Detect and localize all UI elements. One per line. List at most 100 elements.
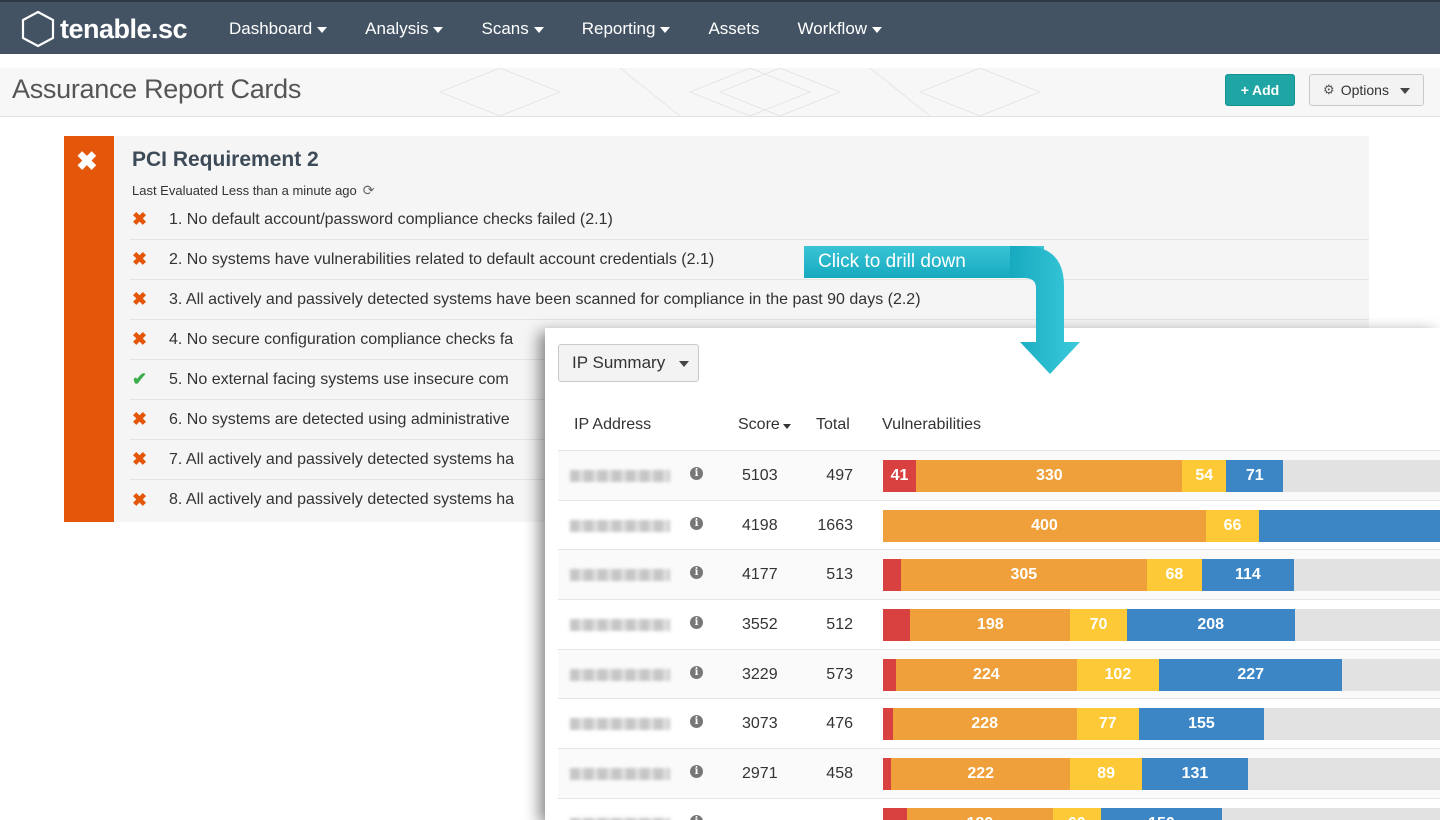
bar-segment-medium[interactable]: 89 — [1070, 758, 1143, 791]
bar-segment-critical[interactable] — [883, 758, 892, 791]
vulnerability-bar[interactable]: 228 77 155 — [883, 708, 1440, 741]
table-row[interactable]: i 2971 458 222 89 131 — [558, 748, 1440, 798]
ip-address-redacted[interactable] — [570, 569, 670, 582]
bar-segment-high[interactable]: 330 — [916, 460, 1183, 492]
bar-segment-medium[interactable]: 68 — [1146, 559, 1202, 592]
total-cell: 513 — [826, 566, 853, 584]
vulnerability-bar[interactable]: 224 102 227 — [883, 658, 1440, 691]
bar-segment-low[interactable]: 208 — [1126, 609, 1295, 642]
info-icon[interactable]: i — [690, 765, 703, 779]
ip-address-redacted[interactable] — [570, 668, 670, 681]
info-icon[interactable]: i — [690, 516, 703, 530]
total-cell: 1663 — [817, 516, 853, 534]
table-row[interactable]: i 3229 573 224 102 227 — [558, 648, 1440, 699]
bar-segment-low[interactable]: 71 — [1226, 460, 1284, 492]
info-icon[interactable]: i — [690, 616, 703, 630]
logo-text: tenable.sc — [60, 13, 188, 44]
ip-address-redacted[interactable] — [570, 619, 670, 632]
ip-address-redacted[interactable] — [570, 718, 670, 731]
add-button[interactable]: + Add — [1225, 74, 1295, 106]
vulnerability-bar[interactable]: 198 70 208 — [883, 609, 1440, 642]
bar-segment-low[interactable]: 114 — [1201, 559, 1294, 592]
card-title[interactable]: PCI Requirement 2 — [132, 148, 319, 171]
total-cell: 512 — [826, 616, 853, 634]
options-button-label: Options — [1340, 82, 1389, 98]
bar-segment-high[interactable]: 228 — [892, 708, 1077, 741]
nav-item-scans[interactable]: Scans — [462, 2, 562, 56]
refresh-icon[interactable]: ⟳ — [362, 182, 375, 198]
bar-segment-medium[interactable]: 66 — [1205, 509, 1260, 542]
table-row[interactable]: i 4198 1663 400 66 — [558, 499, 1440, 550]
score-cell: 2971 — [742, 765, 778, 783]
table-row[interactable]: i 3552 512 198 70 208 — [558, 599, 1440, 649]
options-button[interactable]: ⚙ Options — [1309, 74, 1424, 106]
info-icon[interactable]: i — [690, 665, 703, 679]
requirement-item[interactable]: ✖ 8. All actively and passively detected … — [130, 480, 1369, 520]
bar-segment-critical[interactable] — [883, 609, 911, 642]
bar-segment-low[interactable]: 150 — [1100, 807, 1222, 820]
bar-segment-critical[interactable] — [883, 559, 901, 592]
bar-segment-high[interactable]: 180 — [907, 807, 1053, 820]
callout-text: Click to drill down — [818, 251, 966, 272]
column-header-score[interactable]: Score — [738, 416, 791, 434]
bar-segment-low[interactable]: 131 — [1142, 758, 1248, 791]
requirement-item[interactable]: ✖ 2. No systems have vulnerabilities rela… — [130, 240, 1369, 280]
bar-segment-high[interactable]: 305 — [900, 559, 1147, 592]
bar-segment-medium[interactable]: 54 — [1182, 460, 1227, 492]
bar-segment-low[interactable]: 227 — [1159, 658, 1343, 691]
total-cell: 497 — [826, 467, 853, 484]
bar-segment-high[interactable]: 400 — [883, 509, 1206, 542]
table-row[interactable]: i 4177 513 305 68 114 — [558, 549, 1440, 600]
table-row[interactable]: i 18060150 — [558, 797, 1440, 820]
info-icon[interactable]: i — [690, 715, 703, 729]
nav-item-workflow[interactable]: Workflow — [778, 2, 901, 56]
vulnerability-bar[interactable]: 222 89 131 — [883, 758, 1440, 791]
requirement-item[interactable]: ✖ 3. All actively and passively detected … — [130, 280, 1369, 320]
column-header-total[interactable]: Total — [816, 416, 850, 433]
total-cell: 458 — [826, 765, 853, 783]
vulnerability-bar[interactable]: 18060150 — [883, 807, 1440, 820]
logo[interactable]: tenable.sc — [18, 10, 188, 48]
bar-segment-high[interactable]: 222 — [891, 758, 1071, 791]
chevron-down-icon — [872, 27, 883, 33]
vulnerability-bar[interactable]: 305 68 114 — [883, 559, 1440, 592]
ip-address-redacted[interactable] — [570, 519, 670, 532]
column-header-vulnerabilities[interactable]: Vulnerabilities — [882, 416, 982, 433]
info-icon[interactable]: i — [690, 566, 703, 580]
requirement-item[interactable]: ✖ 1. No default account/password complian… — [130, 200, 1369, 240]
ip-address-redacted[interactable] — [570, 768, 670, 781]
nav-item-reporting[interactable]: Reporting — [563, 2, 690, 56]
bar-segment-medium[interactable]: 102 — [1076, 658, 1160, 691]
fail-x-icon: ✖ — [132, 489, 148, 510]
vulnerability-bar[interactable]: 41 330 54 71 — [883, 460, 1440, 492]
vulnerability-bar[interactable]: 400 66 — [883, 509, 1440, 542]
bar-segment-critical[interactable] — [883, 658, 896, 691]
score-cell: 4177 — [742, 566, 778, 584]
tool-select-button[interactable]: IP Summary — [558, 344, 699, 382]
ip-address-redacted[interactable] — [570, 470, 670, 482]
table-row[interactable]: i 5103 497 41 330 54 71 — [558, 450, 1440, 500]
bar-segment-critical[interactable] — [883, 807, 908, 820]
nav-item-dashboard[interactable]: Dashboard — [210, 2, 346, 56]
ip-address-redacted[interactable] — [570, 817, 670, 820]
bar-segment-low[interactable]: 155 — [1138, 708, 1264, 741]
bar-segment-medium[interactable]: 77 — [1076, 708, 1139, 741]
bar-segment-critical[interactable]: 41 — [883, 460, 917, 492]
nav-item-assets[interactable]: Assets — [689, 2, 778, 56]
bar-segment-low[interactable] — [1259, 509, 1440, 542]
nav-item-analysis[interactable]: Analysis — [346, 2, 462, 56]
info-icon[interactable]: i — [690, 814, 703, 820]
bar-segment-high[interactable]: 224 — [895, 658, 1077, 691]
header-pattern-icon — [438, 68, 1042, 116]
bar-segment-critical[interactable] — [883, 708, 893, 741]
info-icon[interactable]: i — [690, 467, 703, 480]
bar-segment-medium[interactable]: 70 — [1070, 609, 1127, 642]
column-header-ip[interactable]: IP Address — [574, 416, 652, 433]
bar-segment-high[interactable]: 198 — [910, 609, 1071, 642]
requirement-text: 7. All actively and passively detected s… — [169, 450, 515, 468]
sort-down-icon — [782, 424, 791, 429]
table-row[interactable]: i 3073 476 228 77 155 — [558, 698, 1440, 748]
bar-segment-medium[interactable]: 60 — [1052, 807, 1101, 820]
fail-x-icon: ✖ — [132, 449, 148, 469]
score-cell: 4198 — [742, 516, 778, 534]
